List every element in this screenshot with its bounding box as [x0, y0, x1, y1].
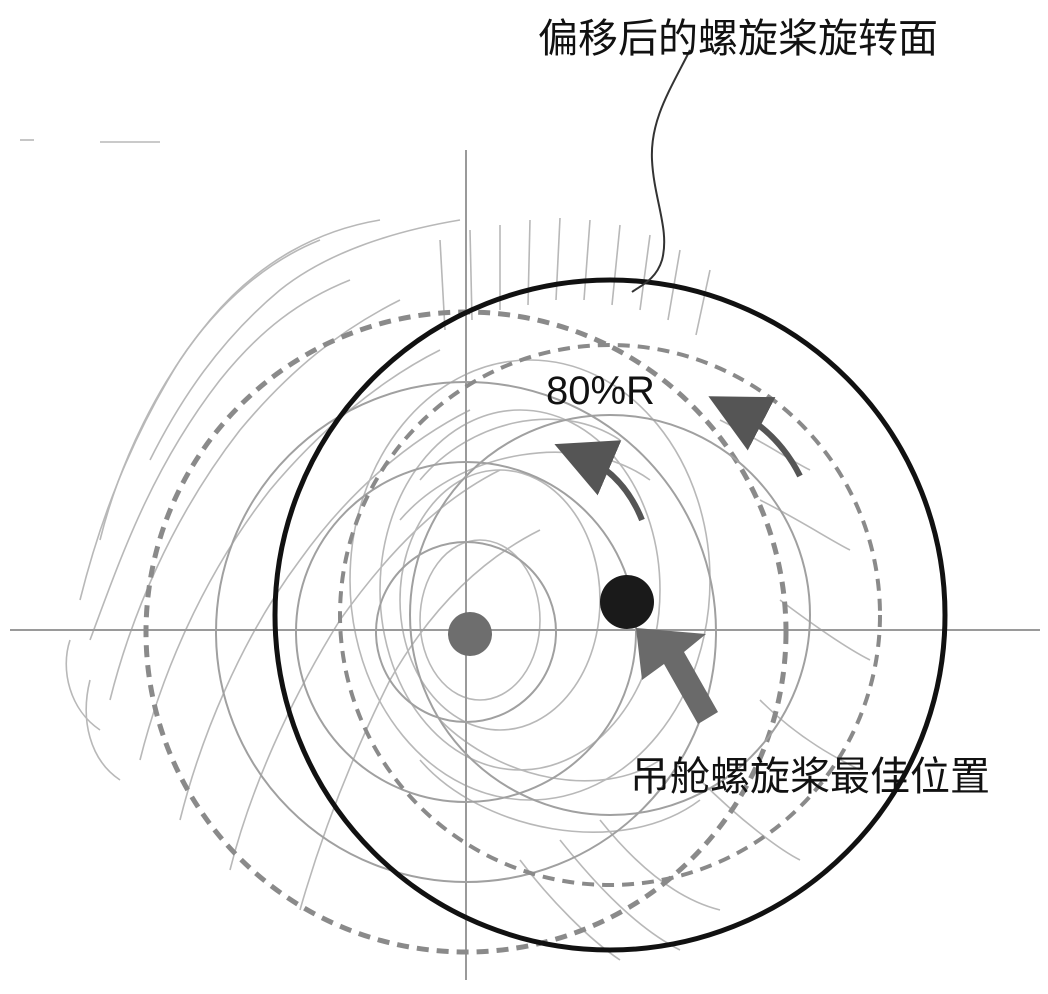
offset-propeller-disk — [272, 277, 948, 953]
original-disk-ring — [215, 381, 717, 883]
original-disk-ring — [375, 541, 557, 723]
rotation-arrows — [554, 396, 803, 522]
offset-disk-label: 偏移后的螺旋桨旋转面 — [538, 16, 938, 62]
wake-field-background — [20, 139, 871, 961]
original-propeller-center — [448, 612, 492, 656]
offset-disk-leader-line — [631, 49, 691, 293]
offset-disk-outline — [272, 277, 948, 953]
original-disk-ring — [295, 461, 637, 803]
rotation-arrow-icon — [554, 440, 645, 522]
best-propeller-center — [600, 575, 654, 629]
radius-mark-label: 80%R — [546, 369, 655, 413]
offset-disk-80r-ring-dashed — [338, 343, 882, 887]
offset-disk-inner-ring — [409, 414, 811, 816]
rotation-arrow-icon — [708, 396, 803, 478]
best-position-label: 吊舱螺旋桨最佳位置 — [630, 754, 990, 800]
coordinate-axes — [10, 150, 1040, 980]
pointer-arrow-icon — [636, 628, 718, 724]
